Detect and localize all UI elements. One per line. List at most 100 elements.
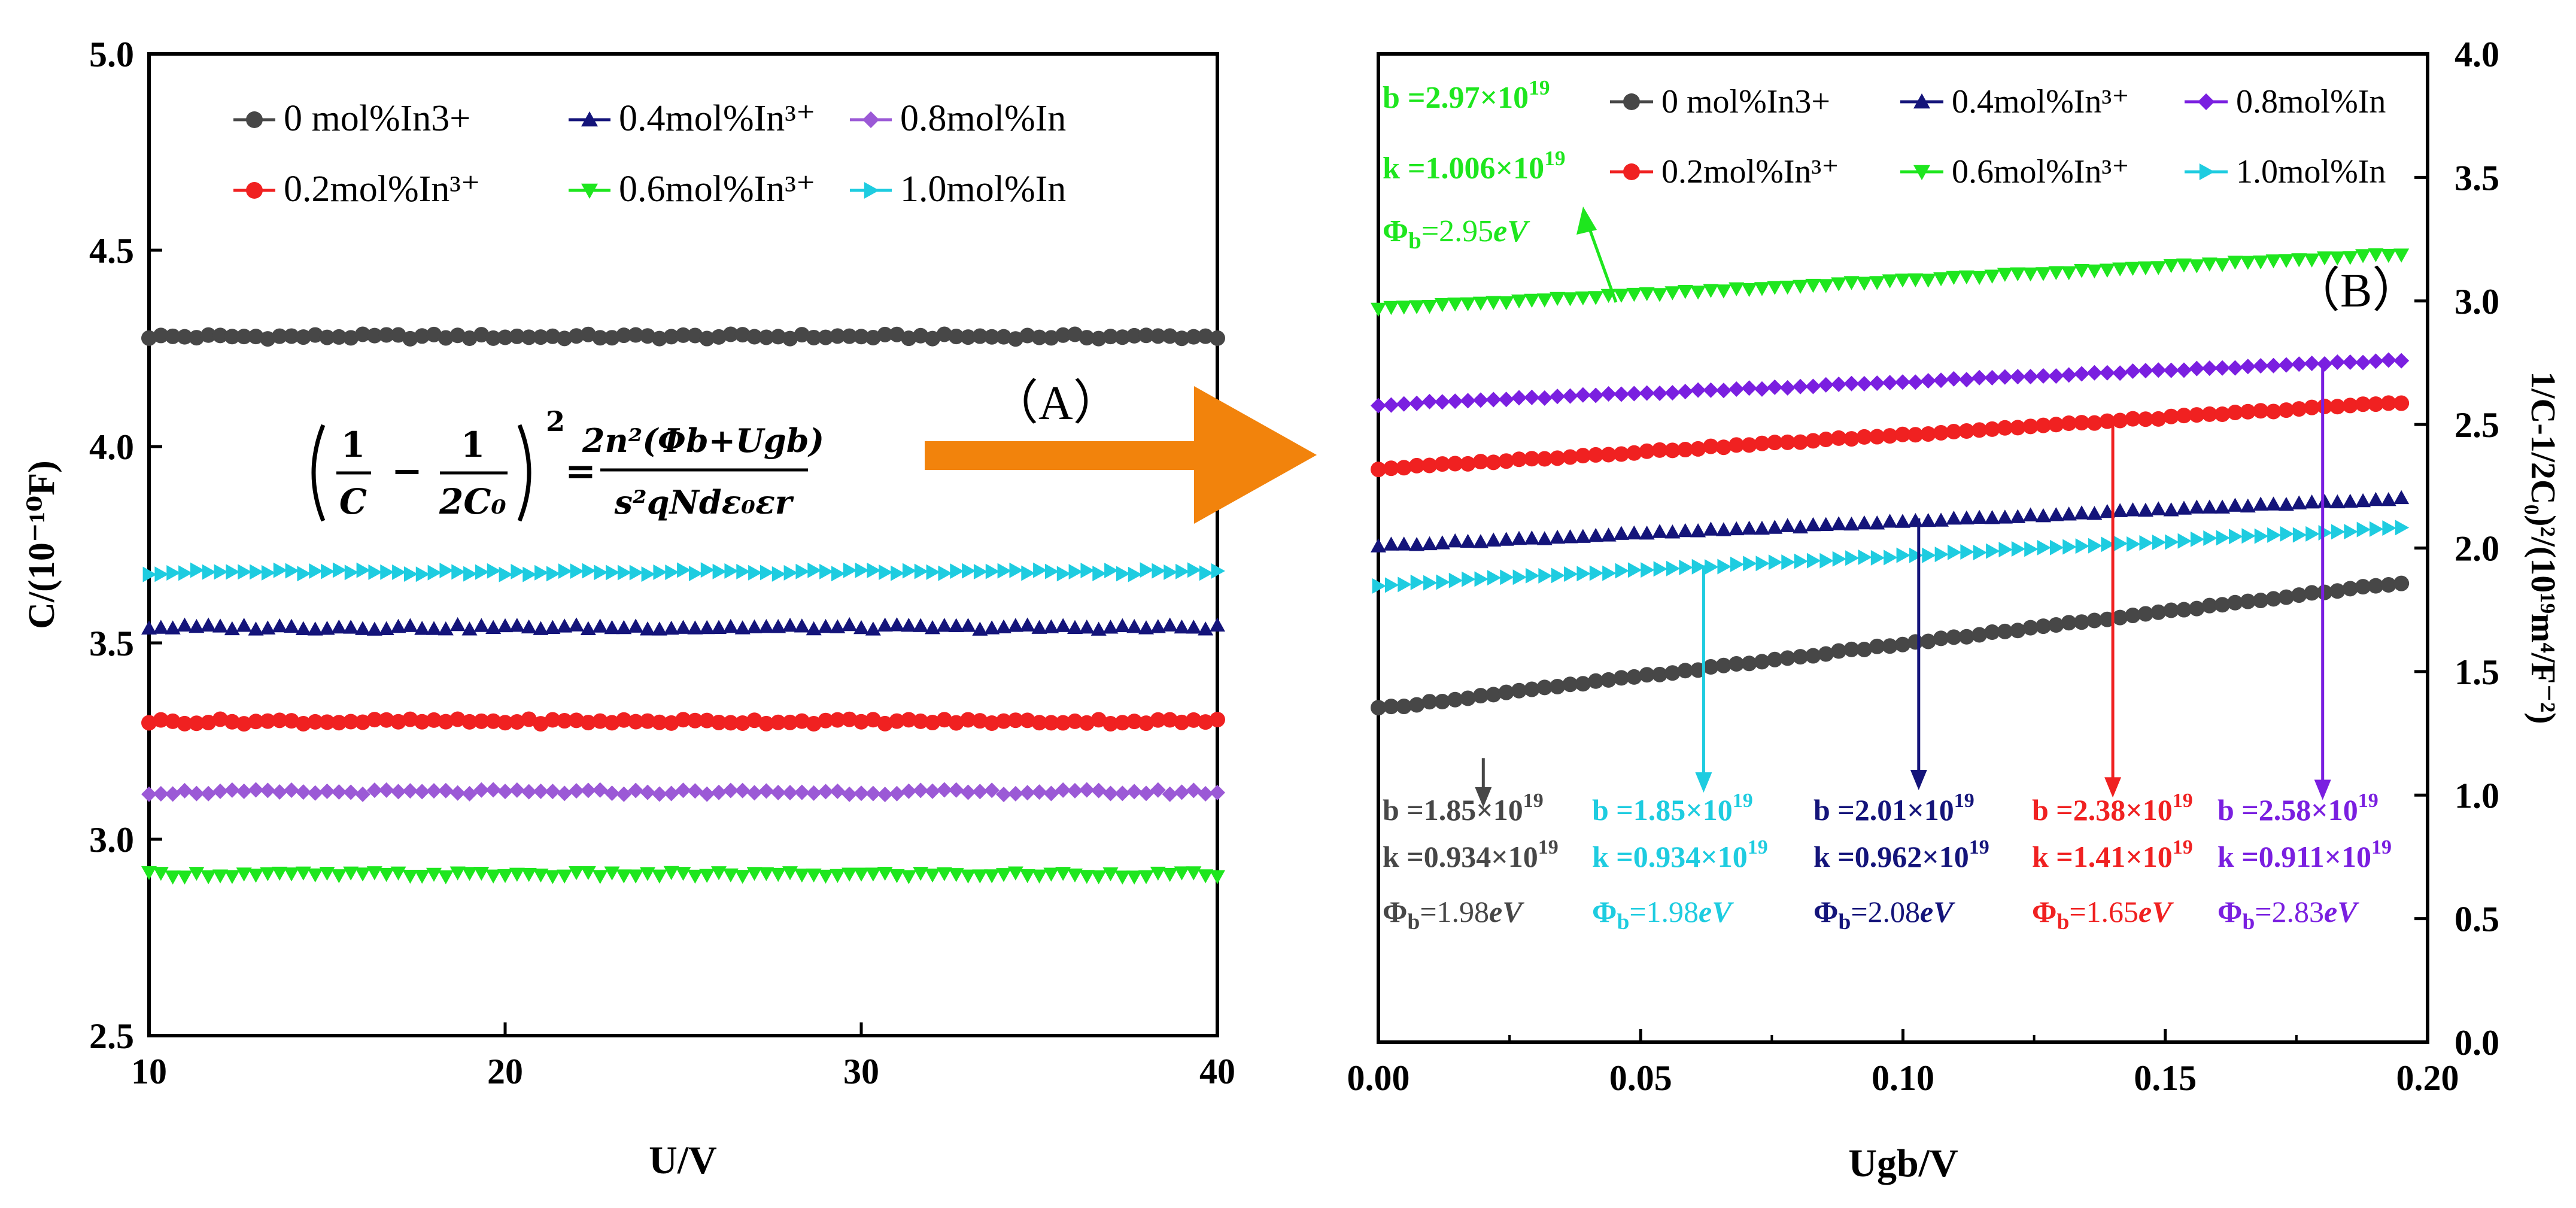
data-point xyxy=(1524,293,1540,308)
data-point xyxy=(1486,454,1502,471)
data-point xyxy=(2342,397,2358,414)
data-point xyxy=(1372,578,1386,594)
data-point xyxy=(818,869,834,884)
data-point xyxy=(2137,411,2153,427)
data-point xyxy=(2048,417,2064,433)
legend-label: 0.4mol%In³⁺ xyxy=(619,98,816,139)
data-point xyxy=(616,620,632,635)
phi-unit: eV xyxy=(1493,214,1530,248)
data-point xyxy=(948,868,964,882)
data-point xyxy=(2370,521,2384,537)
data-point xyxy=(2240,593,2256,609)
data-point xyxy=(2227,404,2243,420)
data-point xyxy=(2125,411,2141,427)
data-point xyxy=(1690,523,1706,538)
data-point xyxy=(663,866,679,881)
data-point xyxy=(426,867,442,882)
data-point xyxy=(189,785,205,802)
data-point xyxy=(1805,648,1821,664)
data-point xyxy=(1767,281,1783,295)
x-tick-label: 0.05 xyxy=(1609,1058,1672,1098)
data-point xyxy=(2112,503,2128,517)
data-point xyxy=(807,562,822,578)
legend-label: 0.2mol%In³⁺ xyxy=(284,169,481,210)
data-point xyxy=(758,329,774,345)
data-point xyxy=(1371,397,1386,414)
data-point xyxy=(202,564,217,580)
data-point xyxy=(2214,406,2231,423)
data-point xyxy=(1371,700,1386,716)
data-point xyxy=(356,562,370,578)
data-point xyxy=(722,715,739,731)
annotation-k-value: k =1.006×10 xyxy=(1383,151,1544,186)
data-point xyxy=(1550,292,1566,306)
panel-b-x-axis-label: Ugb/V xyxy=(1848,1142,1958,1185)
data-point xyxy=(617,564,632,581)
data-point xyxy=(2253,358,2269,374)
data-point xyxy=(1869,638,1885,654)
data-point xyxy=(1779,650,1796,666)
legend-item: 0.4mol%In³⁺ xyxy=(1900,83,2130,120)
data-point xyxy=(2292,527,2307,543)
data-point xyxy=(426,621,442,635)
data-point xyxy=(248,714,264,730)
data-point xyxy=(1972,627,1988,643)
data-point xyxy=(665,564,679,581)
data-point xyxy=(224,621,240,636)
data-point xyxy=(1664,524,1681,539)
data-point xyxy=(1743,556,1757,572)
data-point xyxy=(1174,714,1190,730)
x-tick-label: 0.20 xyxy=(2396,1058,2459,1098)
data-point xyxy=(2035,508,2051,523)
data-point xyxy=(1588,447,1604,463)
data-point xyxy=(877,326,893,342)
data-point xyxy=(2139,535,2153,551)
data-point xyxy=(1383,536,1399,551)
data-point xyxy=(2265,403,2282,420)
data-point xyxy=(582,563,596,579)
data-point xyxy=(1126,327,1143,344)
data-point xyxy=(1090,870,1107,885)
data-point xyxy=(1460,690,1476,706)
legend-marker xyxy=(862,111,879,128)
formula-rhs-denominator: s²qNdε₀εr xyxy=(614,483,794,521)
data-point xyxy=(1882,428,1898,444)
phi-symbol: Φ xyxy=(1813,895,1838,928)
data-point xyxy=(284,713,299,729)
data-point xyxy=(449,785,466,801)
data-point xyxy=(606,564,620,581)
data-point xyxy=(1498,296,1514,311)
data-point xyxy=(1831,430,1847,446)
data-point xyxy=(2048,617,2064,633)
panel-b-ticks: 0.00 0.05 0.10 0.15 0.200.0 0.5 1.0 1.5 2.0 2.5 3.… xyxy=(1347,35,2500,1098)
data-point xyxy=(1524,451,1540,467)
data-point xyxy=(865,330,881,346)
data-point xyxy=(1562,388,1578,404)
data-point xyxy=(675,620,691,634)
data-point xyxy=(1079,870,1095,884)
data-point xyxy=(1729,521,1745,536)
data-point xyxy=(1856,277,1872,291)
data-point xyxy=(1703,284,1719,298)
data-point xyxy=(533,716,549,732)
data-point xyxy=(2253,255,2269,270)
data-point xyxy=(1187,562,1202,578)
data-point xyxy=(1730,556,1745,572)
phi-symbol: Φ xyxy=(2032,895,2056,928)
data-point xyxy=(284,782,299,798)
data-point xyxy=(1856,515,1872,530)
data-point xyxy=(1575,387,1591,403)
data-point xyxy=(260,713,276,729)
data-point xyxy=(2035,417,2051,433)
data-point xyxy=(319,783,335,799)
annotation-k-exponent: 19 xyxy=(1538,836,1559,858)
data-point xyxy=(1068,564,1083,580)
data-point xyxy=(1793,519,1809,534)
data-point xyxy=(1114,785,1131,802)
x-tick-label: 0.00 xyxy=(1347,1058,1410,1098)
data-point xyxy=(2368,248,2384,263)
data-point xyxy=(1717,559,1731,575)
data-point xyxy=(1550,678,1566,694)
annotation-k-exponent: 19 xyxy=(2173,836,2193,858)
data-point xyxy=(2344,524,2358,540)
